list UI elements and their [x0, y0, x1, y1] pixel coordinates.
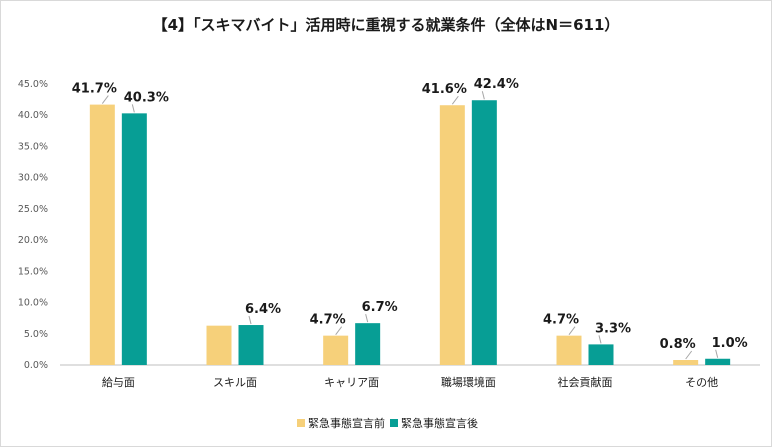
y-tick-label: 45.0%	[18, 79, 48, 90]
legend-swatch	[390, 419, 398, 427]
y-tick-label: 20.0%	[18, 235, 48, 246]
leader-line	[481, 91, 485, 100]
y-tick-label: 35.0%	[18, 141, 48, 152]
bar	[673, 360, 699, 365]
x-category-label: 社会貢献面	[558, 375, 613, 389]
x-category-label: その他	[685, 376, 718, 389]
leader-line	[568, 326, 576, 335]
bar	[121, 113, 147, 365]
data-label: 4.7%	[310, 313, 346, 328]
bar	[471, 100, 497, 365]
bar	[588, 344, 614, 365]
bar	[439, 105, 465, 365]
chart-title: 【4】「スキマバイト」活用時に重視する就業条件（全体はN＝611）	[152, 16, 620, 34]
bar	[556, 335, 582, 365]
bars	[89, 100, 731, 366]
x-axis-categories: 給与面 スキル面 キャリア面 職場環境面 社会貢献面 その他	[102, 375, 718, 389]
leader-line	[335, 326, 343, 335]
y-tick-label: 0.0%	[24, 360, 48, 371]
bar	[355, 323, 381, 365]
data-label: 40.3%	[124, 90, 169, 105]
legend-label: 緊急事態宣言後	[401, 416, 478, 430]
y-tick-label: 25.0%	[18, 204, 48, 215]
legend-swatch	[297, 419, 305, 427]
bar	[323, 335, 349, 365]
leader-line	[365, 314, 369, 323]
leader-line	[131, 104, 135, 113]
data-label: 4.7%	[543, 313, 579, 328]
x-category-label: 職場環境面	[441, 375, 496, 389]
x-category-label: キャリア面	[324, 376, 379, 389]
legend-label: 緊急事態宣言前	[308, 416, 385, 430]
data-labels: 41.7% 40.3% 6.4% 4.7% 6.7% 41.6% 42.4% 4.7% 3.3%…	[72, 77, 748, 360]
bar	[238, 325, 264, 365]
leader-line	[248, 315, 252, 325]
leader-line	[101, 95, 109, 104]
y-tick-label: 10.0%	[18, 298, 48, 309]
leader-line	[598, 335, 602, 344]
data-label: 0.8%	[660, 337, 696, 352]
y-tick-label: 30.0%	[18, 173, 48, 184]
bar	[89, 104, 115, 366]
data-label: 6.4%	[245, 302, 281, 317]
x-category-label: 給与面	[102, 375, 135, 389]
data-label: 6.7%	[362, 300, 398, 315]
x-category-label: スキル面	[213, 376, 257, 389]
data-label: 42.4%	[474, 77, 519, 92]
leader-line	[451, 95, 459, 105]
bar	[705, 358, 731, 365]
data-label: 41.7%	[72, 82, 117, 97]
data-label: 41.6%	[422, 82, 467, 97]
y-axis: 0.0% 5.0% 10.0% 15.0% 20.0% 25.0% 30.0% 35.0% 40…	[18, 79, 48, 371]
data-label: 3.3%	[595, 321, 631, 336]
y-tick-label: 40.0%	[18, 110, 48, 121]
leader-line	[715, 349, 719, 358]
y-tick-label: 5.0%	[24, 329, 48, 340]
bar	[206, 325, 232, 365]
data-label: 1.0%	[712, 336, 748, 351]
y-tick-label: 15.0%	[18, 266, 48, 277]
legend: 緊急事態宣言前 緊急事態宣言後	[297, 416, 478, 430]
leader-line	[685, 350, 693, 360]
